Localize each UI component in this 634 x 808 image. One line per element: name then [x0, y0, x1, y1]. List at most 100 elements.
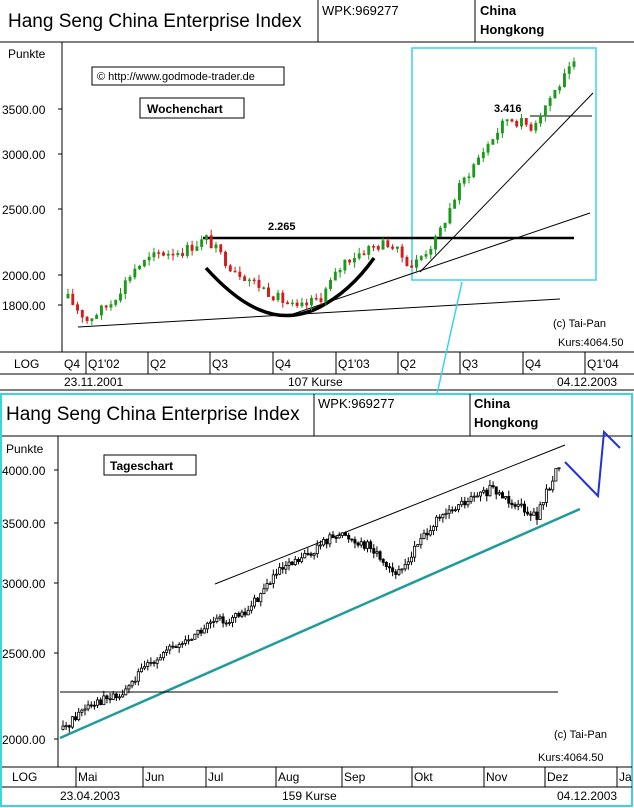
candle-body [435, 516, 439, 527]
daily-period-label: Tageschart [110, 459, 173, 473]
candle-body [214, 244, 218, 249]
candle-body [146, 662, 150, 667]
candle-body [119, 293, 122, 301]
weekly-xtick-q3-03: Q3 [462, 357, 478, 371]
candle-body [397, 569, 401, 575]
weekly-region-1: China [480, 3, 517, 18]
candle-body [185, 244, 189, 256]
candle-body [228, 265, 232, 272]
candle-body [268, 583, 272, 585]
candle-body [105, 695, 109, 700]
candle-body [500, 492, 504, 499]
candle-body [300, 557, 304, 563]
candle-body [497, 492, 501, 495]
candle-body [538, 504, 542, 520]
candle-body [238, 271, 242, 277]
candle-body [434, 236, 438, 250]
daily-scale-label: LOG [12, 770, 37, 784]
candle-body [152, 252, 156, 258]
candle-body [419, 537, 423, 546]
candle-body [309, 553, 313, 556]
weekly-xtick-q2-02: Q2 [150, 357, 166, 371]
candle-body [224, 251, 227, 266]
candle-body [76, 304, 79, 311]
candle-body [322, 538, 326, 546]
candle-body [295, 302, 299, 306]
candle-body [553, 89, 557, 99]
candle-body [337, 535, 341, 539]
candle-body [224, 622, 228, 625]
weekly-y-ticks: 3500.00 3000.00 2500.00 2000.00 1800.00 [2, 103, 62, 313]
candle-body [481, 152, 485, 159]
weekly-mid-trendline [289, 212, 591, 316]
candle-body [324, 288, 328, 302]
candle-body [124, 688, 128, 696]
candle-body [477, 157, 480, 165]
candle-body [181, 253, 185, 256]
daily-ytick-3000: 3000.00 [2, 577, 46, 591]
candle-body [205, 622, 209, 630]
weekly-ytick-3500: 3500.00 [2, 103, 46, 117]
candle-body [425, 532, 429, 536]
candle-body [381, 558, 385, 563]
daily-xtick-ja: Ja [619, 770, 632, 784]
candle-body [343, 259, 347, 271]
candle-body [548, 97, 552, 106]
candle-body [431, 526, 435, 532]
candle-body [479, 491, 483, 497]
candle-body [375, 551, 379, 554]
daily-projection-path [564, 429, 621, 499]
candle-body [453, 199, 457, 209]
weekly-start-date: 23.11.2001 [64, 375, 123, 389]
candle-body [171, 645, 175, 648]
candle-body [485, 489, 489, 497]
daily-upper-channel [214, 444, 566, 585]
candle-body [567, 66, 571, 74]
candle-body [281, 292, 285, 303]
weekly-ytick-2500: 2500.00 [2, 203, 46, 217]
daily-xtick-nov: Nov [486, 770, 507, 784]
candle-body [438, 516, 442, 519]
candle-body [71, 293, 75, 305]
daily-wpk: WPK:969277 [318, 396, 395, 411]
weekly-breakout-label: 3.416 [494, 103, 522, 115]
candle-body [391, 567, 395, 573]
daily-title: Hang Seng China Enterprise Index [6, 404, 300, 425]
candle-body [187, 639, 191, 642]
candle-body [102, 695, 106, 706]
candle-body [366, 541, 370, 549]
candle-body [557, 467, 561, 470]
candle-body [340, 532, 344, 536]
candle-body [516, 503, 520, 507]
candle-body [541, 501, 545, 506]
candle-body [333, 271, 337, 281]
candle-body [344, 532, 348, 536]
candle-body [520, 118, 523, 127]
candle-body [215, 617, 219, 622]
weekly-xtick-q4-03: Q4 [525, 357, 541, 371]
candle-body [544, 488, 548, 503]
candle-body [243, 276, 247, 281]
candle-body [357, 253, 361, 259]
candle-body [305, 302, 309, 306]
candle-body [496, 132, 500, 140]
candle-body [515, 121, 519, 127]
candle-body [572, 61, 576, 67]
weekly-credit: (c) Tai-Pan [553, 318, 606, 330]
candle-body [149, 661, 153, 664]
daily-support-trendline [59, 507, 581, 740]
candle-body [80, 709, 84, 713]
candle-body [529, 124, 533, 131]
candle-body [168, 645, 172, 651]
candle-body [466, 500, 470, 506]
weekly-ytick-2000: 2000.00 [2, 269, 46, 283]
candle-body [143, 666, 147, 669]
candle-body [177, 644, 181, 648]
candle-body [443, 222, 447, 229]
candle-body [195, 246, 199, 251]
candle-body [395, 246, 399, 249]
candle-body [209, 621, 213, 624]
candle-body [218, 616, 222, 619]
candle-body [532, 511, 536, 516]
daily-unit-label: Punkte [6, 442, 44, 456]
